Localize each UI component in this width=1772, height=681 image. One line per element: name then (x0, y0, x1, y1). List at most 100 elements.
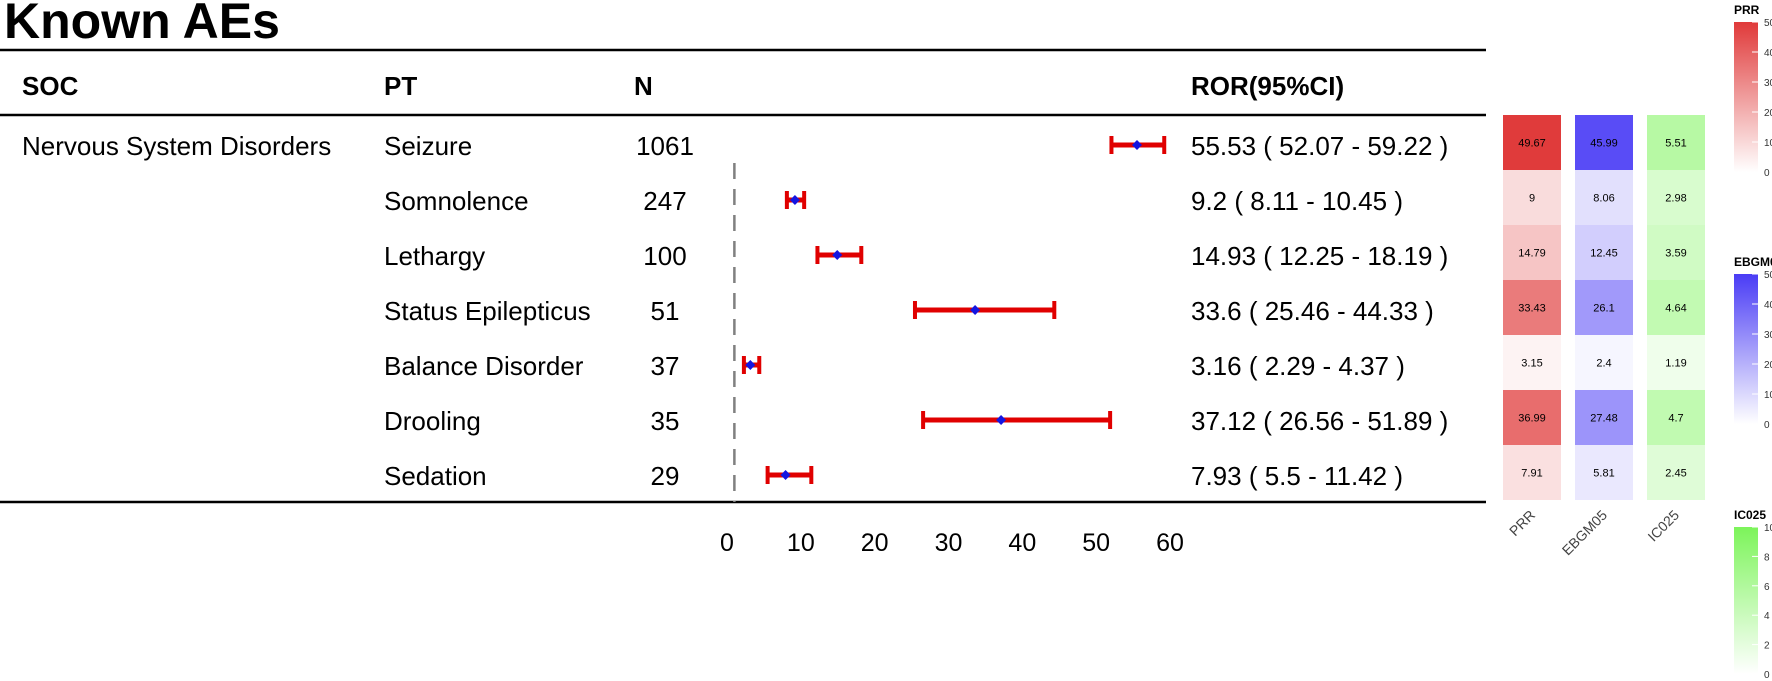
forest-row: Seizure 1061 55.53 ( 52.07 - 59.22 ) (384, 131, 1448, 161)
heatmap-value: 4.7 (1668, 413, 1683, 425)
heatmap-cell (1503, 335, 1561, 390)
heatmap-cell (1503, 445, 1561, 500)
heatmap-cell (1647, 225, 1705, 280)
n-value: 35 (651, 406, 680, 436)
ror-ci-label: 55.53 ( 52.07 - 59.22 ) (1191, 131, 1448, 161)
heatmap-cell (1503, 170, 1561, 225)
heatmap-value: 2.98 (1665, 193, 1686, 205)
forest-row: Sedation 29 7.93 ( 5.5 - 11.42 ) (384, 461, 1403, 491)
legend-tick-label: 20 (1764, 360, 1772, 371)
heatmap-cell (1575, 280, 1633, 335)
pt-label: Status Epilepticus (384, 296, 591, 326)
heatmap-value: 14.79 (1518, 248, 1546, 260)
n-value: 37 (651, 351, 680, 381)
heatmap-value: 1.19 (1665, 358, 1686, 370)
x-tick-label: 40 (1008, 529, 1036, 557)
legend-tick-label: 8 (1764, 552, 1770, 563)
ror-ci-label: 37.12 ( 26.56 - 51.89 ) (1191, 406, 1448, 436)
chart-title: Known AEs (4, 0, 280, 49)
heatmap-value: 3.59 (1665, 248, 1686, 260)
legend-tick-label: 40 (1764, 48, 1772, 59)
heatmap-value: 2.45 (1665, 468, 1686, 480)
heatmap-value: 5.51 (1665, 138, 1686, 150)
forest-row: Drooling 35 37.12 ( 26.56 - 51.89 ) (384, 406, 1448, 436)
legend-tick-label: 40 (1764, 300, 1772, 311)
soc-group-label: Nervous System Disorders (22, 131, 331, 161)
heatmap-column-label: IC025 (1644, 507, 1682, 545)
ror-point (970, 305, 981, 315)
pt-label: Drooling (384, 406, 481, 436)
pt-label: Sedation (384, 461, 487, 491)
heatmap-value: 4.64 (1665, 303, 1686, 315)
heatmap-cell (1647, 445, 1705, 500)
header-n: N (634, 71, 653, 101)
color-legend: EBGM0550 40 30 20 10 0 (1734, 255, 1772, 431)
legend-colorbar (1734, 274, 1758, 424)
x-tick-label: 60 (1156, 529, 1184, 557)
heatmap-cell (1647, 390, 1705, 445)
legend-tick-label: 4 (1764, 611, 1770, 622)
legend-title: PRR (1734, 3, 1760, 17)
legend-tick-label: 50 (1764, 270, 1772, 281)
heatmap-value: 49.67 (1518, 138, 1546, 150)
legend-tick-label: 20 (1764, 108, 1772, 119)
ror-point (789, 195, 800, 205)
forest-row: Lethargy 100 14.93 ( 12.25 - 18.19 ) (384, 241, 1448, 271)
heatmap-cell (1575, 390, 1633, 445)
legend-tick-label: 0 (1764, 670, 1770, 681)
x-tick-label: 0 (720, 529, 734, 557)
legend-tick-label: 0 (1764, 168, 1770, 179)
legend-tick-label: 30 (1764, 78, 1772, 89)
heatmap-column-label: PRR (1506, 507, 1538, 539)
ror-point (996, 415, 1007, 425)
heatmap-value: 3.15 (1521, 358, 1542, 370)
heatmap-value: 36.99 (1518, 413, 1546, 425)
heatmap-cell (1575, 445, 1633, 500)
heatmap-value: 27.48 (1590, 413, 1618, 425)
legend-title: IC025 (1734, 508, 1766, 522)
heatmap-value: 33.43 (1518, 303, 1546, 315)
legend-colorbar (1734, 527, 1758, 674)
heatmap-cell (1503, 280, 1561, 335)
heatmap-cell (1575, 170, 1633, 225)
heatmap-value: 12.45 (1590, 248, 1618, 260)
legend-colorbar (1734, 22, 1758, 172)
heatmap-cell (1575, 225, 1633, 280)
legend-tick-label: 2 (1764, 641, 1770, 652)
x-tick-label: 10 (787, 529, 815, 557)
heatmap-cell (1575, 335, 1633, 390)
color-legends: PRR50403020100EBGM0550403020100IC0251086… (1734, 3, 1772, 681)
heatmap: 49.67 45.99 5.51 9 8.06 2.98 14.79 12.45 3.59 33.… (1503, 115, 1705, 558)
ror-ci-label: 9.2 ( 8.11 - 10.45 ) (1191, 186, 1403, 216)
color-legend: IC02510 8 6 4 2 0 (1734, 508, 1772, 681)
heatmap-value: 2.4 (1596, 358, 1611, 370)
forest-row: Balance Disorder 37 3.16 ( 2.29 - 4.37 ) (384, 351, 1405, 381)
legend-tick-label: 6 (1764, 582, 1770, 593)
heatmap-cell (1647, 335, 1705, 390)
heatmap-value: 45.99 (1590, 138, 1618, 150)
heatmap-value: 9 (1529, 193, 1535, 205)
n-value: 1061 (636, 131, 694, 161)
forest-row: Somnolence 247 9.2 ( 8.11 - 10.45 ) (384, 186, 1403, 216)
heatmap-cell (1503, 115, 1561, 170)
ror-ci-label: 14.93 ( 12.25 - 18.19 ) (1191, 241, 1448, 271)
header-ror: ROR(95%CI) (1191, 71, 1344, 101)
x-tick-label: 50 (1082, 529, 1110, 557)
ror-point (745, 360, 756, 370)
legend-tick-label: 10 (1764, 523, 1772, 534)
n-value: 51 (651, 296, 680, 326)
pt-label: Somnolence (384, 186, 529, 216)
heatmap-value: 26.1 (1593, 303, 1614, 315)
x-axis: 0 10 20 30 40 50 60 (720, 529, 1184, 557)
ror-point (832, 250, 843, 260)
forest-row: Status Epilepticus 51 33.6 ( 25.46 - 44.33… (384, 296, 1434, 326)
color-legend: PRR 50 40 30 20 10 0 (1734, 3, 1772, 179)
legend-tick-label: 10 (1764, 138, 1772, 149)
legend-tick-label: 30 (1764, 330, 1772, 341)
heatmap-cell (1647, 170, 1705, 225)
heatmap-value: 7.91 (1521, 468, 1542, 480)
n-value: 29 (651, 461, 680, 491)
heatmap-column-label: EBGM05 (1559, 507, 1611, 559)
n-value: 100 (643, 241, 686, 271)
